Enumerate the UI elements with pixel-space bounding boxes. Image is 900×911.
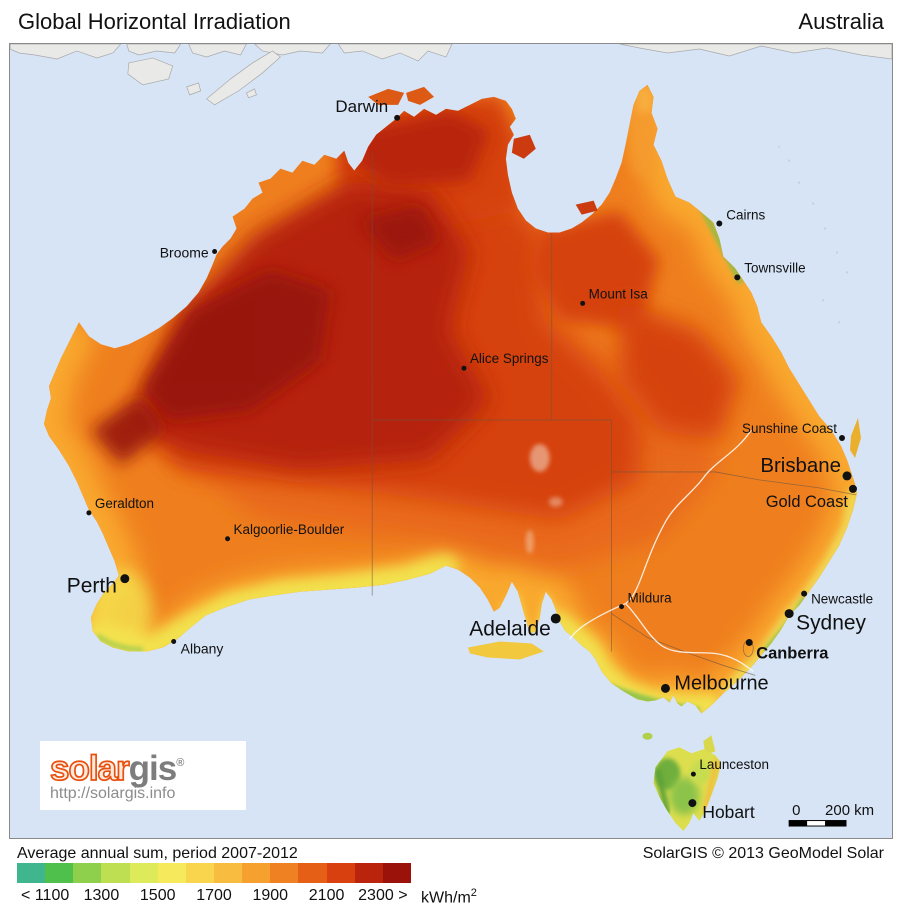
legend-swatch-11 <box>326 863 355 883</box>
city-label-hobart: Hobart <box>702 802 754 822</box>
scale-bar: 0 200 km <box>788 802 874 827</box>
city-dot-adelaide <box>550 613 561 624</box>
legend-swatch-9 <box>270 863 299 883</box>
murray-darling-river <box>569 429 754 672</box>
legend-swatch-3 <box>101 863 130 883</box>
city-dot-mildura <box>619 604 625 610</box>
legend-swatch-8 <box>242 863 271 883</box>
city-label-albany: Albany <box>181 640 224 656</box>
solargis-url: http://solargis.info <box>50 785 176 802</box>
solargis-wordmark: solargis® <box>49 743 185 789</box>
australia-irradiation-map: 0 200 km Darwin Broome Cairns Townsville Mou… <box>10 44 892 832</box>
logo-solar-text: solar <box>49 748 130 789</box>
city-label-perth: Perth <box>67 575 117 598</box>
state-borders <box>371 152 857 676</box>
city-dot-perth <box>120 574 130 584</box>
legend-tick-label: 1900 <box>252 887 289 904</box>
city-label-broome: Broome <box>160 244 209 260</box>
legend-swatch-0 <box>17 863 46 883</box>
city-dot-hobart <box>688 799 697 808</box>
city-dot-darwin <box>394 114 401 121</box>
neighbouring-islands <box>10 44 892 106</box>
tasmania <box>653 747 722 832</box>
city-label-newcastle: Newcastle <box>811 592 873 607</box>
legend-swatch-4 <box>129 863 158 883</box>
offshore-islands <box>368 86 861 756</box>
city-label-sunshine-coast: Sunshine Coast <box>742 421 837 436</box>
city-label-geraldton: Geraldton <box>95 496 154 511</box>
city-label-sydney: Sydney <box>796 612 866 635</box>
city-dot-geraldton <box>86 510 92 516</box>
legend-swatch-10 <box>298 863 327 883</box>
city-label-brisbane: Brisbane <box>760 454 841 477</box>
city-label-launceston: Launceston <box>699 757 769 772</box>
reef-dots <box>778 145 849 324</box>
city-label-mount-isa: Mount Isa <box>589 286 649 301</box>
legend-swatch-12 <box>354 863 383 883</box>
solargis-logo: solargis® http://solargis.info <box>40 741 246 810</box>
city-label-townsville: Townsville <box>744 260 805 275</box>
legend-swatch-1 <box>45 863 74 883</box>
scale-distance-label: 200 km <box>825 802 874 819</box>
city-label-mildura: Mildura <box>628 591 673 606</box>
city-label-canberra: Canberra <box>756 644 829 662</box>
city-dot-newcastle <box>801 590 808 597</box>
city-label-adelaide: Adelaide <box>469 618 550 641</box>
legend-tick-label: 2300 > <box>358 887 408 904</box>
legend-caption: Average annual sum, period 2007-2012 <box>17 845 298 862</box>
legend-tick-label: 1700 <box>196 887 232 904</box>
city-dot-sunshine-coast <box>839 435 846 441</box>
city-dot-canberra <box>745 639 753 646</box>
city-dot-kalgoorlie-boulder <box>225 536 231 542</box>
city-label-cairns: Cairns <box>726 208 765 223</box>
copyright-credit: SolarGIS © 2013 GeoModel Solar <box>642 845 884 862</box>
legend-tick-label: 2100 <box>308 887 345 904</box>
legend-swatch-5 <box>157 863 186 883</box>
map-canvas: 0 200 km Darwin Broome Cairns Townsville Mou… <box>9 43 893 839</box>
city-dot-melbourne <box>660 683 670 693</box>
legend-tick-label: < 1100 <box>21 887 70 904</box>
city-dot-alice-springs <box>461 365 467 371</box>
city-dot-brisbane <box>842 471 852 481</box>
legend-swatch-13 <box>382 863 411 883</box>
page-title: Global Horizontal Irradiation <box>18 9 291 34</box>
city-dot-broome <box>212 248 218 254</box>
legend-tick-label: 1300 <box>83 887 120 904</box>
legend-swatch-6 <box>185 863 214 883</box>
city-dot-mount-isa <box>580 300 586 306</box>
unit-text: kWh/m <box>421 889 471 907</box>
city-label-gold-coast: Gold Coast <box>766 493 849 511</box>
city-dot-gold-coast <box>848 484 857 493</box>
legend-tick-label: 1500 <box>139 887 176 904</box>
city-dot-cairns <box>716 220 723 227</box>
region-title: Australia <box>798 9 884 34</box>
city-label-darwin: Darwin <box>335 97 388 116</box>
legend-unit: kWh/m2 <box>421 887 477 907</box>
city-dot-launceston <box>690 771 696 777</box>
city-markers-layer: Darwin Broome Cairns Townsville Mount Isa Ali… <box>67 97 873 822</box>
city-dot-townsville <box>734 274 741 281</box>
unit-superscript: 2 <box>470 887 477 899</box>
registered-trademark-symbol: ® <box>176 757 185 769</box>
legend-swatch-7 <box>213 863 243 883</box>
logo-gis-text: gis <box>128 749 178 788</box>
city-dot-albany <box>171 639 177 644</box>
city-label-melbourne: Melbourne <box>674 672 768 694</box>
mainland-irradiation-layers <box>44 84 857 714</box>
color-scale-bar <box>17 863 411 883</box>
legend-swatch-2 <box>73 863 102 883</box>
scale-zero-label: 0 <box>792 802 800 819</box>
city-dot-sydney <box>784 609 794 619</box>
city-label-kalgoorlie-boulder: Kalgoorlie-Boulder <box>234 522 345 537</box>
city-label-alice-springs: Alice Springs <box>470 351 549 366</box>
